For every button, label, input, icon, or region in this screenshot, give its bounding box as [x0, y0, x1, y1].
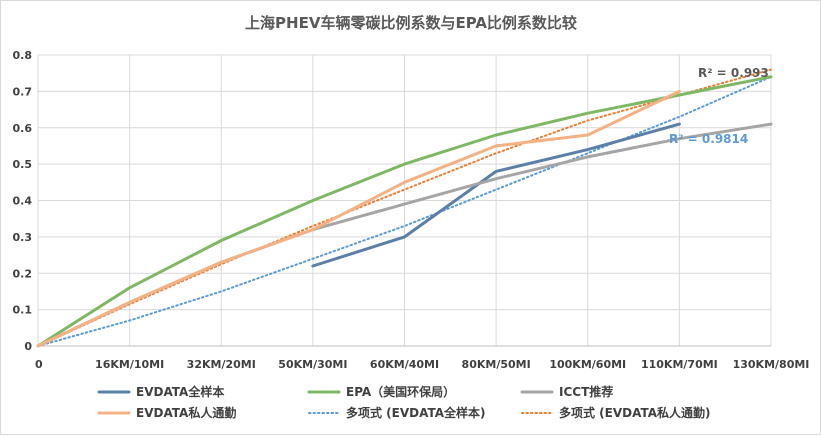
series-line-4 — [36, 89, 681, 348]
axes: 0 0.1 0.2 0.3 0.4 0.5 0.6 0.7 0.8 0 16KM/10MI 32KM/… — [13, 49, 810, 371]
y-tick-label: 0.8 — [13, 49, 33, 62]
x-tick-label: 110KM/70MI — [641, 358, 718, 371]
y-tick-label: 0.5 — [13, 158, 33, 171]
chart-title: 上海PHEV车辆零碳比例系数与EPA比例系数比较 — [245, 14, 577, 32]
series-line-5 — [37, 75, 772, 347]
y-tick-label: 0.4 — [13, 195, 33, 208]
x-tick-label: 130KM/80MI — [733, 358, 810, 371]
y-tick-label: 0.2 — [13, 267, 33, 280]
x-tick-label: 32KM/20MI — [187, 358, 256, 371]
legend-label: EVDATA私人通勤 — [136, 405, 236, 420]
y-tick-label: 0 — [24, 340, 32, 353]
x-tick-label: 80KM/50MI — [462, 358, 531, 371]
y-tick-label: 0.6 — [13, 122, 33, 135]
x-tick-label: 100KM/60MI — [549, 358, 626, 371]
legend-label: EVDATA全样本 — [136, 384, 224, 399]
y-tick-label: 0.1 — [13, 304, 33, 317]
series-line-1 — [311, 122, 681, 268]
r-squared-annotation: R² = 0.993 — [698, 66, 769, 80]
y-tick-label: 0.7 — [13, 85, 33, 98]
series-line-2 — [36, 75, 773, 348]
x-tick-label: 16KM/10MI — [95, 358, 164, 371]
legend-label: EPA（美国环保局） — [346, 384, 455, 399]
legend-label: ICCT推荐 — [559, 384, 613, 399]
annotations: R² = 0.993 R² = 0.9814 — [669, 66, 769, 146]
x-tick-label: 60KM/40MI — [370, 358, 439, 371]
y-tick-label: 0.3 — [13, 231, 33, 244]
legend-label: 多项式 (EVDATA私人通勤) — [559, 405, 711, 420]
x-tick-label: 0 — [35, 358, 43, 371]
legend: EVDATA全样本 EPA（美国环保局） ICCT推荐 EVDATA私人通勤 多项式 (… — [97, 384, 711, 420]
legend-label: 多项式 (EVDATA全样本) — [346, 405, 486, 420]
series — [36, 68, 773, 348]
x-tick-label: 50KM/30MI — [278, 358, 347, 371]
r-squared-annotation: R² = 0.9814 — [669, 132, 748, 146]
series-line-6 — [37, 68, 772, 347]
